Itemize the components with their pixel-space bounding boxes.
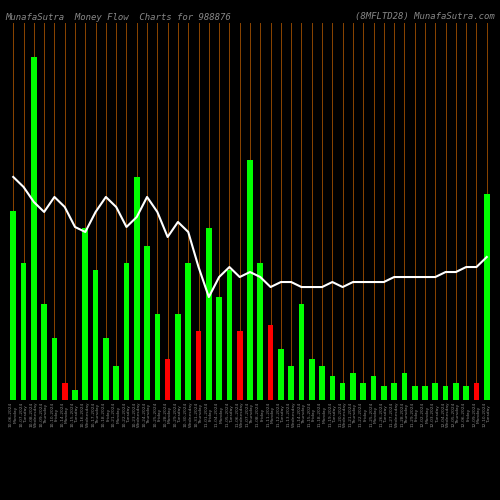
Bar	[370, 376, 376, 400]
Bar	[82, 228, 88, 400]
Bar	[175, 314, 181, 400]
Bar	[247, 160, 253, 400]
Bar	[432, 383, 438, 400]
Bar	[154, 314, 160, 400]
Bar	[474, 383, 480, 400]
Bar	[484, 194, 490, 400]
Bar	[412, 386, 418, 400]
Bar	[288, 366, 294, 400]
Bar	[237, 332, 242, 400]
Bar	[443, 386, 448, 400]
Bar	[52, 338, 57, 400]
Bar	[340, 383, 345, 400]
Bar	[381, 386, 386, 400]
Bar	[114, 366, 119, 400]
Bar	[62, 383, 68, 400]
Bar	[31, 57, 36, 400]
Bar	[165, 359, 170, 400]
Bar	[124, 262, 130, 400]
Bar	[42, 304, 47, 400]
Bar	[309, 359, 314, 400]
Bar	[392, 383, 397, 400]
Bar	[196, 332, 202, 400]
Bar	[258, 262, 263, 400]
Bar	[186, 262, 191, 400]
Text: MunafaSutra  Money Flow  Charts for 988876: MunafaSutra Money Flow Charts for 988876	[5, 12, 231, 22]
Bar	[422, 386, 428, 400]
Bar	[350, 372, 356, 400]
Bar	[298, 304, 304, 400]
Bar	[134, 177, 140, 400]
Bar	[360, 383, 366, 400]
Bar	[402, 372, 407, 400]
Bar	[72, 390, 78, 400]
Bar	[103, 338, 108, 400]
Bar	[330, 376, 335, 400]
Bar	[278, 348, 283, 400]
Text: (8MFLTD28) MunafaSutra.com: (8MFLTD28) MunafaSutra.com	[355, 12, 495, 22]
Bar	[144, 246, 150, 400]
Bar	[206, 228, 212, 400]
Bar	[464, 386, 469, 400]
Bar	[20, 262, 26, 400]
Bar	[216, 297, 222, 400]
Bar	[93, 270, 98, 400]
Bar	[453, 383, 458, 400]
Bar	[10, 211, 16, 400]
Bar	[268, 324, 274, 400]
Bar	[319, 366, 325, 400]
Bar	[226, 270, 232, 400]
